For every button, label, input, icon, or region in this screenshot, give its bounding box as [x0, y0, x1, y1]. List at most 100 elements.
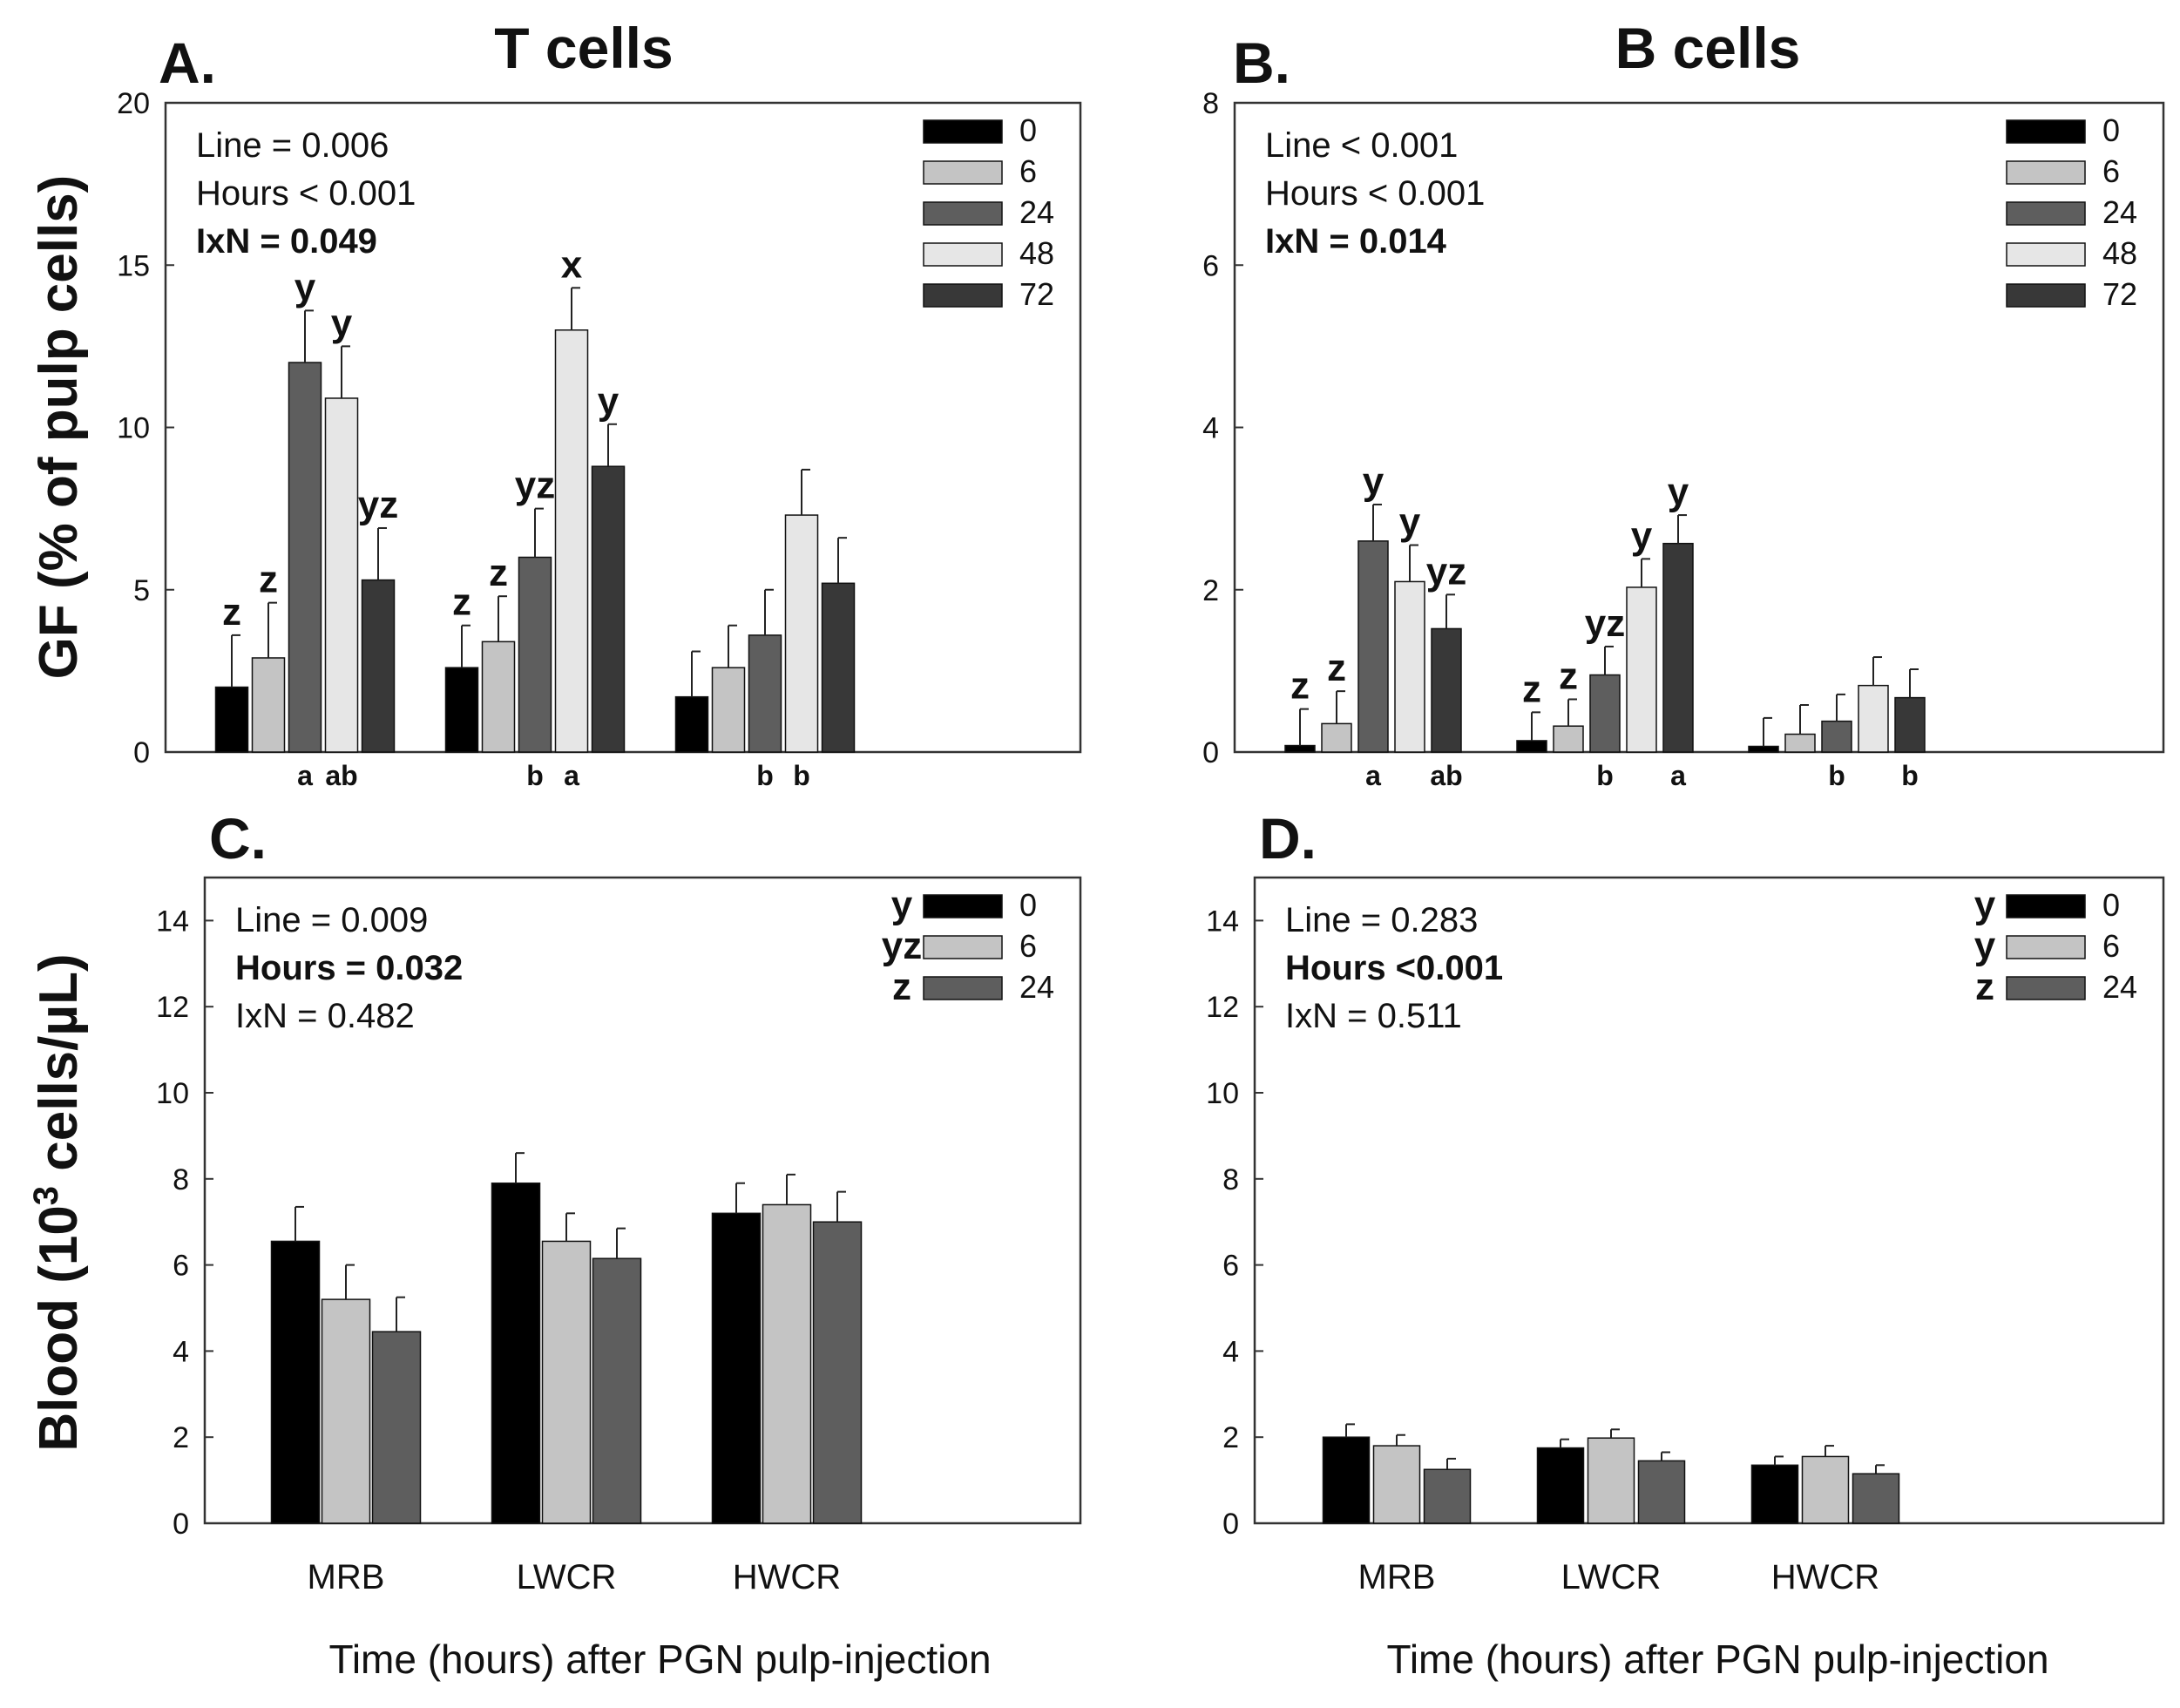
- panel-title: T cells: [494, 16, 673, 80]
- y-tick-label: 0: [1202, 736, 1219, 769]
- bar: [592, 1257, 642, 1524]
- stats-line: Hours <0.001: [1285, 949, 1503, 987]
- legend-label: 24: [2102, 969, 2137, 1005]
- bar: [251, 657, 286, 753]
- legend-label: 72: [2102, 276, 2137, 312]
- below-bar-letter: b: [793, 760, 810, 791]
- below-bar-letter: b: [1828, 760, 1845, 791]
- bar: [1858, 684, 1889, 753]
- bar: [270, 1240, 321, 1524]
- y-tick-label: 8: [1222, 1163, 1239, 1196]
- bar: [481, 640, 516, 753]
- bar: [1372, 1445, 1421, 1524]
- bar: [1821, 720, 1852, 753]
- bar: [1516, 740, 1547, 753]
- bar: [1637, 1460, 1686, 1524]
- significance-letter: y: [295, 266, 316, 308]
- bar: [1587, 1437, 1635, 1524]
- panel-label: B.: [1233, 30, 1290, 95]
- bar: [762, 1203, 812, 1524]
- significance-letter: y: [331, 302, 353, 344]
- legend-swatch: [923, 283, 1003, 308]
- legend-swatch: [923, 935, 1003, 959]
- y-tick-label: 20: [117, 87, 150, 120]
- legend-label: 24: [2102, 194, 2137, 230]
- legend-significance-letter: yz: [882, 925, 922, 967]
- significance-letter: z: [1522, 668, 1541, 710]
- legend-significance-letter: y: [1974, 884, 1996, 926]
- bar: [711, 1212, 762, 1524]
- legend-swatch: [923, 894, 1003, 918]
- significance-letter: z: [1327, 647, 1346, 689]
- bar: [288, 362, 322, 753]
- legend-swatch: [2006, 976, 2086, 1000]
- y-axis-label-bottom-exponent: 3: [27, 1186, 65, 1205]
- bar: [1626, 586, 1657, 753]
- x-tick-label: LWCR: [517, 1558, 617, 1596]
- y-tick-label: 10: [1206, 1077, 1239, 1110]
- bar: [1536, 1447, 1585, 1524]
- stats-line: Line = 0.009: [235, 901, 428, 939]
- y-axis-label-bottom-prefix: Blood (10: [29, 1205, 89, 1451]
- y-tick-label: 5: [133, 574, 150, 607]
- legend-swatch: [2006, 935, 2086, 959]
- y-tick-label: 6: [1222, 1250, 1239, 1283]
- significance-letter: yz: [1585, 602, 1625, 645]
- bar: [1423, 1468, 1472, 1524]
- legend-swatch: [2006, 119, 2086, 144]
- y-tick-label: 6: [1202, 249, 1219, 282]
- stats-line: Line = 0.006: [196, 126, 389, 165]
- significance-letter: yz: [358, 484, 398, 526]
- bar: [371, 1331, 422, 1524]
- bar: [1784, 733, 1816, 753]
- significance-letter: yz: [515, 464, 555, 507]
- bar: [784, 514, 819, 753]
- y-tick-label: 12: [156, 991, 189, 1024]
- legend-label: 72: [1019, 276, 1054, 312]
- bar: [214, 686, 249, 753]
- legend-label: 0: [2102, 112, 2120, 148]
- stats-line: Line = 0.283: [1285, 901, 1478, 939]
- bar: [1321, 722, 1352, 753]
- significance-letter: z: [452, 581, 471, 624]
- below-bar-letter: ab: [1430, 760, 1462, 791]
- legend-label: 0: [2102, 887, 2120, 923]
- y-tick-label: 15: [117, 249, 150, 282]
- bar: [591, 465, 626, 753]
- below-bar-letter: b: [1901, 760, 1919, 791]
- significance-letter: yz: [1426, 550, 1466, 593]
- below-bar-letter: a: [297, 760, 313, 791]
- y-tick-label: 0: [173, 1508, 189, 1541]
- x-tick-label: HWCR: [1771, 1558, 1879, 1596]
- significance-letter: x: [561, 243, 583, 286]
- bar: [821, 582, 856, 753]
- significance-letter: z: [489, 552, 508, 594]
- plot-frame: [1253, 876, 2165, 1525]
- legend-label: 24: [1019, 969, 1054, 1005]
- y-tick-label: 2: [173, 1421, 189, 1454]
- x-tick-label: MRB: [308, 1558, 385, 1596]
- x-tick-label: LWCR: [1561, 1558, 1662, 1596]
- legend-significance-letter: y: [891, 884, 913, 926]
- legend-swatch: [923, 160, 1003, 185]
- bar: [674, 695, 709, 753]
- x-axis-label: Time (hours) after PGN pulp-injection: [1386, 1637, 2048, 1682]
- significance-letter: z: [259, 559, 278, 601]
- y-tick-label: 4: [173, 1335, 189, 1368]
- legend-swatch: [2006, 201, 2086, 226]
- legend-swatch: [2006, 894, 2086, 918]
- y-tick-label: 10: [156, 1077, 189, 1110]
- legend-label: 6: [2102, 928, 2120, 964]
- legend-label: 6: [2102, 153, 2120, 189]
- y-tick-label: 10: [117, 412, 150, 445]
- bar: [1801, 1455, 1850, 1524]
- legend-label: 24: [1019, 194, 1054, 230]
- bar: [491, 1182, 541, 1524]
- y-tick-label: 2: [1202, 574, 1219, 607]
- bar: [1748, 745, 1779, 753]
- below-bar-letter: a: [564, 760, 579, 791]
